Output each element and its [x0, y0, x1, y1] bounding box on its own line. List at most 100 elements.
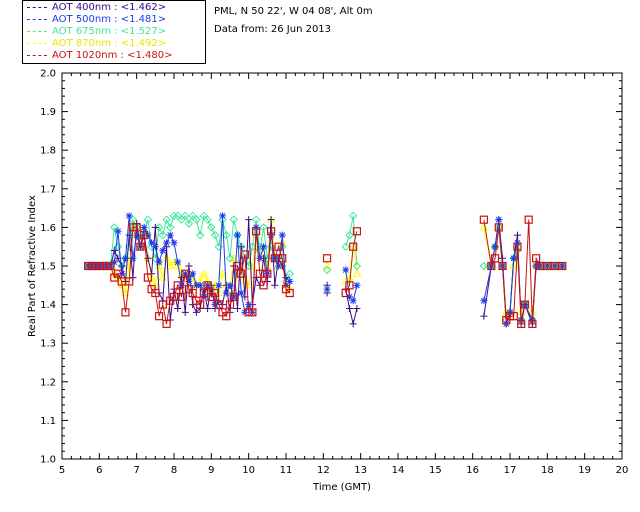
- legend-item-500nm: AOT 500nm : <1.481>: [27, 14, 166, 26]
- data-point: [196, 281, 204, 289]
- y-tick-label: 1.7: [40, 184, 56, 195]
- data-point: [110, 223, 119, 232]
- data-point: [271, 281, 279, 289]
- data-point: [143, 215, 153, 224]
- data-point: [532, 254, 541, 263]
- data-point: [189, 270, 197, 278]
- data-point: [524, 215, 533, 224]
- legend-item-400nm: AOT 400nm : <1.462>: [27, 2, 166, 14]
- data-point: [491, 243, 499, 251]
- data-point: [121, 254, 129, 262]
- axis-ticks: 5 6 7 8 9 10 11 12 13 14 15 16 17 18 19 20 1.0 1.1 1.2 1.3 1…: [40, 69, 628, 477]
- data-point: [322, 254, 332, 263]
- data-point: [352, 261, 362, 271]
- legend-swatch-400nm: [27, 6, 47, 8]
- data-point: [480, 312, 488, 320]
- x-tick-label: 15: [429, 465, 442, 476]
- data-point: [353, 304, 361, 312]
- data-point: [113, 269, 123, 278]
- data-point: [154, 223, 164, 232]
- data-point: [229, 292, 238, 301]
- x-tick-label: 20: [616, 465, 629, 476]
- x-tick-label: 13: [354, 465, 367, 476]
- data-point: [349, 320, 357, 328]
- data-point: [196, 300, 205, 309]
- data-point: [353, 281, 361, 289]
- data-point: [263, 269, 272, 278]
- data-point: [322, 261, 332, 269]
- data-point: [222, 289, 230, 297]
- data-point: [148, 239, 156, 247]
- data-point: [219, 212, 227, 220]
- data-point: [210, 230, 220, 240]
- data-point: [121, 308, 130, 317]
- data-point: [479, 215, 488, 224]
- data-point: [517, 319, 526, 328]
- data-point: [158, 230, 168, 240]
- data-point: [125, 277, 134, 286]
- y-tick-label: 1.1: [40, 416, 56, 427]
- data-point: [192, 281, 200, 289]
- data-point: [173, 261, 183, 269]
- x-tick-label: 12: [317, 465, 330, 476]
- data-point: [163, 239, 171, 247]
- data-point: [479, 261, 489, 271]
- data-point: [162, 215, 171, 224]
- y-tick-label: 2.0: [40, 69, 56, 80]
- data-point: [214, 300, 223, 309]
- data-point: [494, 223, 503, 232]
- x-tick-label: 11: [280, 465, 293, 476]
- data-point: [162, 253, 171, 262]
- data-point: [495, 216, 503, 224]
- data-point: [510, 254, 518, 262]
- data-point: [207, 223, 216, 232]
- data-point: [349, 242, 358, 251]
- data-point: [348, 211, 358, 221]
- data-point: [285, 288, 294, 298]
- data-point: [151, 243, 159, 251]
- legend-label-675nm: AOT 675nm : <1.527>: [52, 26, 167, 37]
- data-point: [498, 261, 507, 271]
- data-point: [159, 247, 167, 255]
- data-point: [129, 254, 137, 262]
- data-point: [180, 211, 190, 221]
- x-tick-label: 8: [171, 465, 177, 476]
- data-point: [166, 231, 174, 239]
- x-tick-label: 18: [541, 465, 554, 476]
- data-point: [218, 269, 227, 277]
- x-tick-label: 14: [392, 465, 405, 476]
- y-tick-label: 1.6: [40, 223, 56, 234]
- data-point: [342, 266, 350, 274]
- data-point: [479, 222, 489, 231]
- data-point: [114, 227, 122, 235]
- data-point: [132, 223, 141, 232]
- data-point: [173, 281, 182, 290]
- x-axis-label: Time (GMT): [312, 482, 371, 493]
- data-point: [184, 219, 194, 228]
- data-point: [170, 239, 178, 247]
- legend-item-870nm: AOT 870nm : <1.492>: [27, 38, 166, 50]
- data-point: [128, 215, 138, 224]
- data-point: [240, 250, 250, 259]
- data-point: [345, 230, 354, 240]
- data-point: [151, 288, 160, 298]
- data-point: [278, 231, 286, 239]
- x-tick-label: 10: [242, 465, 255, 476]
- data-point: [237, 243, 245, 251]
- x-tick-label: 17: [504, 465, 517, 476]
- data-point: [278, 254, 287, 263]
- data-point: [154, 312, 164, 321]
- y-tick-label: 1.5: [40, 262, 56, 273]
- data-point: [345, 281, 354, 290]
- data-point: [237, 269, 246, 278]
- legend: AOT 400nm : <1.462> AOT 500nm : <1.481> …: [22, 0, 206, 64]
- date-info: Data from: 26 Jun 2013: [214, 24, 332, 35]
- data-point: [490, 254, 500, 263]
- data-point: [229, 253, 239, 262]
- data-point: [480, 297, 488, 305]
- data-point: [162, 319, 171, 328]
- data-point: [352, 269, 362, 277]
- data-point: [509, 261, 519, 269]
- y-tick-label: 1.4: [40, 300, 56, 311]
- data-point: [225, 254, 235, 263]
